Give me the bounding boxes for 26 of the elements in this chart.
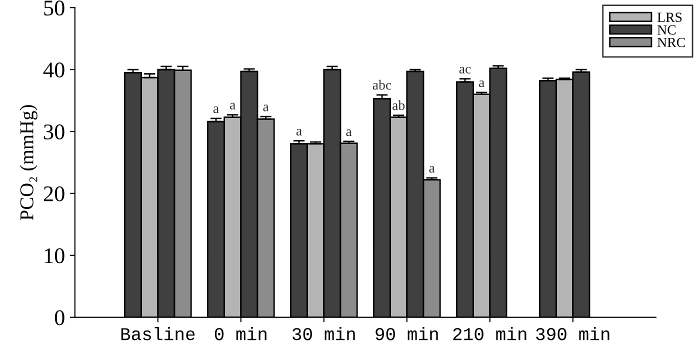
x-tick-label: 90 min (376, 327, 438, 340)
annotation: ab (392, 100, 405, 110)
annotation: ac (459, 66, 471, 74)
annotation: abc (372, 80, 392, 90)
x-tick-label: 0 min (214, 327, 266, 340)
annotation: a (230, 102, 236, 110)
y-tick-label: 50 (44, 0, 64, 16)
annotation: a (296, 128, 302, 136)
legend-label: NRC (657, 38, 685, 48)
x-tick-label: 390 min (536, 327, 610, 340)
annotation: a (263, 104, 269, 112)
x-tick-label: 30 min (292, 327, 355, 340)
legend-label: LRS (657, 12, 682, 22)
y-tick-label: 40 (43, 62, 64, 78)
y-tick-label: 0 (54, 310, 64, 326)
x-tick-label: Basline (121, 327, 195, 340)
annotation: a (346, 129, 352, 136)
y-tick-label: 30 (44, 124, 64, 140)
annotation: a (479, 80, 484, 88)
legend-label: NC (657, 25, 676, 35)
y-tick-label: 10 (44, 248, 64, 264)
annotation: a (213, 106, 219, 114)
y-axis-title: PCO₂ (mmHg) (20, 105, 38, 220)
x-tick-label: 210 min (453, 327, 526, 340)
annotation: a (429, 166, 435, 173)
y-tick-label: 20 (44, 186, 64, 202)
